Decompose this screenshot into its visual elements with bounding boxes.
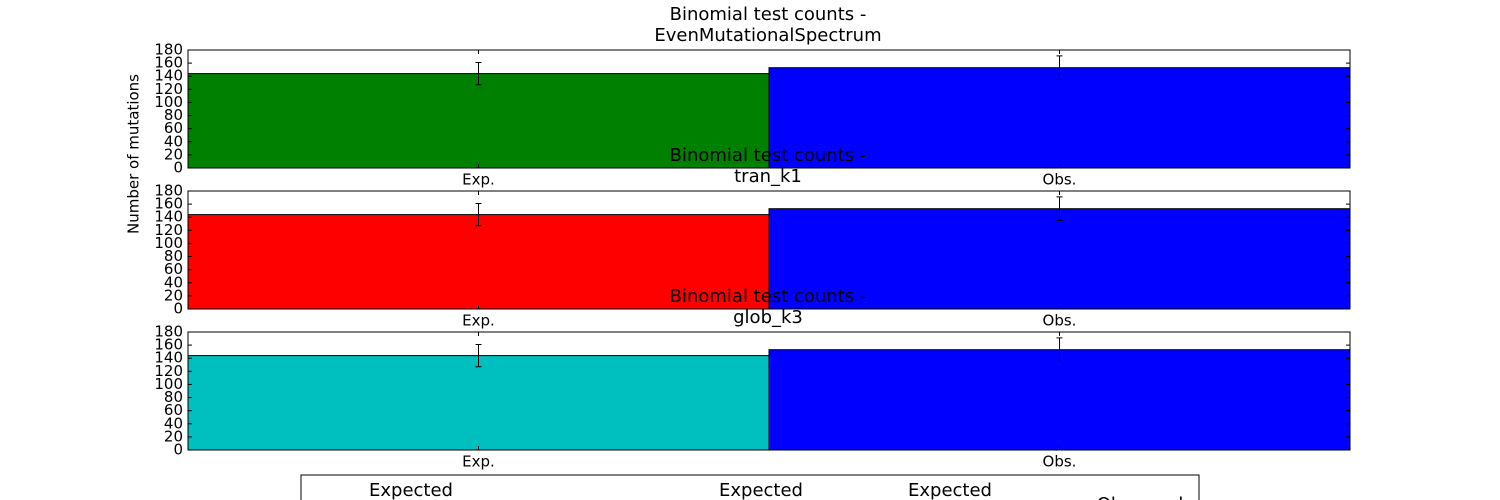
- bar: [187, 355, 770, 451]
- x-tick-label: Obs.: [1043, 171, 1077, 189]
- y-tick-label: 0: [173, 441, 183, 459]
- y-tick-label: 60: [164, 260, 183, 278]
- error-bar: [475, 343, 482, 368]
- y-tick-label: 0: [173, 300, 183, 318]
- legend-label: Observed: [1097, 494, 1184, 500]
- subplot-title: Binomial test counts -: [670, 286, 867, 307]
- y-tick-label: 80: [164, 106, 183, 124]
- y-tick-label: 100: [154, 375, 183, 393]
- error-bar: [475, 202, 482, 227]
- bar: [187, 73, 770, 169]
- legend-label: Expected: [908, 480, 992, 500]
- subplot-title: Binomial test counts -: [670, 4, 867, 25]
- y-tick-label: 0: [173, 159, 183, 177]
- y-tick-label: 40: [164, 132, 183, 150]
- y-tick-label: 180: [154, 182, 183, 200]
- bar: [768, 208, 1351, 310]
- axes-frame: [187, 331, 1351, 451]
- y-axis-label: Number of mutations: [125, 74, 143, 234]
- error-bar: [475, 61, 482, 86]
- axes-frame: [187, 190, 1351, 310]
- x-tick-label: Exp.: [462, 453, 495, 471]
- y-tick-label: 120: [154, 221, 183, 239]
- x-tick-label: Obs.: [1043, 453, 1077, 471]
- subplot-title: tran_k1: [734, 166, 802, 187]
- y-tick-label: 140: [154, 67, 183, 85]
- y-tick-label: 120: [154, 80, 183, 98]
- y-tick-label: 160: [154, 195, 183, 213]
- error-bar: [1056, 55, 1063, 80]
- y-tick-label: 140: [154, 349, 183, 367]
- y-tick-label: 100: [154, 93, 183, 111]
- error-bar: [1056, 196, 1063, 221]
- legend-box: [300, 474, 1200, 500]
- error-bar: [1056, 337, 1063, 362]
- y-tick-label: 60: [164, 119, 183, 137]
- x-tick-label: Exp.: [462, 171, 495, 189]
- bar: [768, 67, 1351, 169]
- y-tick-label: 80: [164, 247, 183, 265]
- subplot-title: glob_k3: [733, 307, 803, 328]
- y-tick-label: 80: [164, 388, 183, 406]
- x-tick-label: Obs.: [1043, 312, 1077, 330]
- y-tick-label: 60: [164, 401, 183, 419]
- y-tick-label: 160: [154, 336, 183, 354]
- y-tick-label: 160: [154, 54, 183, 72]
- y-tick-label: 100: [154, 234, 183, 252]
- subplot-title: EvenMutationalSpectrum: [654, 25, 881, 46]
- y-tick-label: 40: [164, 414, 183, 432]
- bar: [187, 214, 770, 310]
- y-tick-label: 140: [154, 208, 183, 226]
- x-tick-label: Exp.: [462, 312, 495, 330]
- legend-label: Expected: [369, 480, 453, 500]
- bar: [768, 349, 1351, 451]
- y-tick-label: 180: [154, 323, 183, 341]
- y-tick-label: 180: [154, 41, 183, 59]
- axes-frame: [187, 49, 1351, 169]
- y-tick-label: 120: [154, 362, 183, 380]
- y-tick-label: 20: [164, 427, 183, 445]
- y-tick-label: 20: [164, 145, 183, 163]
- legend-label: Expected: [719, 480, 803, 500]
- y-tick-label: 40: [164, 273, 183, 291]
- y-tick-label: 20: [164, 286, 183, 304]
- subplot-title: Binomial test counts -: [670, 145, 867, 166]
